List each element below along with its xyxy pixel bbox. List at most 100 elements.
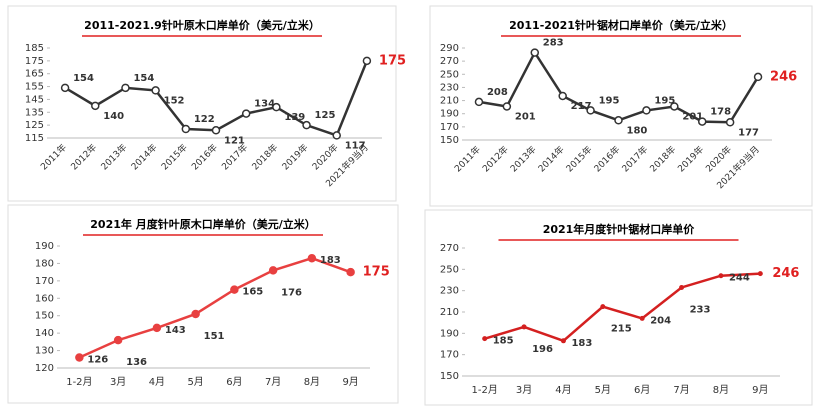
y-tick-label: 160 [35,293,54,304]
marker [268,266,278,275]
data-label: 136 [126,357,147,368]
data-label: 201 [682,111,703,122]
panel [7,5,397,202]
marker [302,120,311,130]
x-tick-label: 9月 [342,376,358,388]
marker [642,106,651,115]
y-tick-label: 270 [440,243,459,254]
y-tick-label: 180 [35,258,54,269]
series-line [484,272,761,343]
marker [600,304,606,310]
x-tick-label: 6月 [226,376,242,388]
marker [346,267,355,277]
y-tick-label: 140 [35,328,54,339]
y-tick-label: 230 [440,82,459,93]
y-tick-label: 150 [35,311,54,322]
marker [757,271,763,277]
chart-title: 2011-2021.9针叶原木口岸单价（美元/立米） [84,18,320,32]
y-tick-label: 170 [440,350,459,361]
marker [502,102,512,111]
y-tick-label: 210 [440,96,459,107]
y-tick-label: 150 [440,371,459,382]
data-label: 246 [772,266,799,281]
y-tick-label: 190 [440,328,459,339]
marker [191,309,200,319]
data-label: 246 [770,69,797,84]
y-tick-label: 155 [25,82,44,93]
marker [241,109,251,118]
data-label: 140 [103,111,124,122]
marker [670,102,679,111]
chart-title: 2011-2021针叶锯材口岸单价（美元/立米） [509,18,733,32]
marker [211,126,221,135]
x-tick-label: 5月 [595,384,611,396]
x-tick-label: 8月 [713,384,729,396]
data-label: 165 [242,287,263,298]
x-tick-label: 1-2月 [66,376,92,388]
marker [679,284,685,290]
data-label: 126 [87,355,108,366]
x-tick-label: 5月 [187,376,203,388]
marker [121,83,130,93]
x-tick-label: 6月 [634,384,650,396]
marker [230,285,239,294]
chart-title: 2021年 月度针叶原木口岸单价（美元/立米） [90,217,315,231]
data-label: 134 [254,99,275,110]
marker [530,48,540,57]
data-label: 208 [487,87,508,98]
y-tick-label: 175 [25,56,44,67]
data-label: 185 [493,336,514,347]
data-label: 177 [738,127,759,138]
x-tick-label: 4月 [555,384,571,396]
x-tick-label: 8月 [304,376,320,388]
data-label: 152 [164,95,185,106]
x-tick-label: 4月 [149,376,165,388]
data-label: 196 [532,344,553,355]
data-label: 178 [710,107,731,118]
data-label: 244 [729,273,750,284]
y-tick-label: 190 [35,241,54,252]
data-label: 154 [73,73,94,84]
marker [151,86,160,95]
marker [60,83,70,93]
y-tick-label: 145 [25,94,44,105]
y-tick-label: 165 [25,69,44,80]
panel [7,204,399,404]
marker [697,117,707,126]
x-tick-label: 9月 [752,384,768,396]
data-label: 154 [133,73,154,84]
y-tick-label: 125 [25,120,44,131]
marker [753,72,763,82]
marker [181,124,191,134]
marker [272,102,281,112]
marker [639,315,645,321]
y-tick-label: 210 [440,307,459,318]
marker [474,97,484,107]
data-label: 204 [650,315,671,326]
data-label: 175 [379,53,406,68]
x-tick-label: 3月 [110,376,126,388]
marker [307,253,317,263]
y-tick-label: 130 [35,346,54,357]
data-label: 117 [345,140,366,151]
y-tick-label: 290 [440,43,459,54]
y-tick-label: 170 [440,122,459,133]
data-label: 121 [224,135,245,146]
y-tick-label: 190 [440,109,459,120]
y-tick-label: 170 [35,276,54,287]
marker [152,323,162,333]
x-tick-label: 7月 [265,376,281,388]
y-tick-label: 135 [25,107,44,118]
y-tick-label: 230 [440,286,459,297]
marker [482,336,488,342]
data-label: 283 [543,38,564,49]
y-tick-label: 185 [25,43,44,54]
data-label: 195 [599,95,620,106]
y-tick-label: 150 [440,135,459,146]
marker [75,353,84,362]
marker [586,106,595,115]
data-label: 215 [611,324,632,335]
data-label: 151 [204,331,225,342]
y-tick-label: 115 [25,133,44,144]
